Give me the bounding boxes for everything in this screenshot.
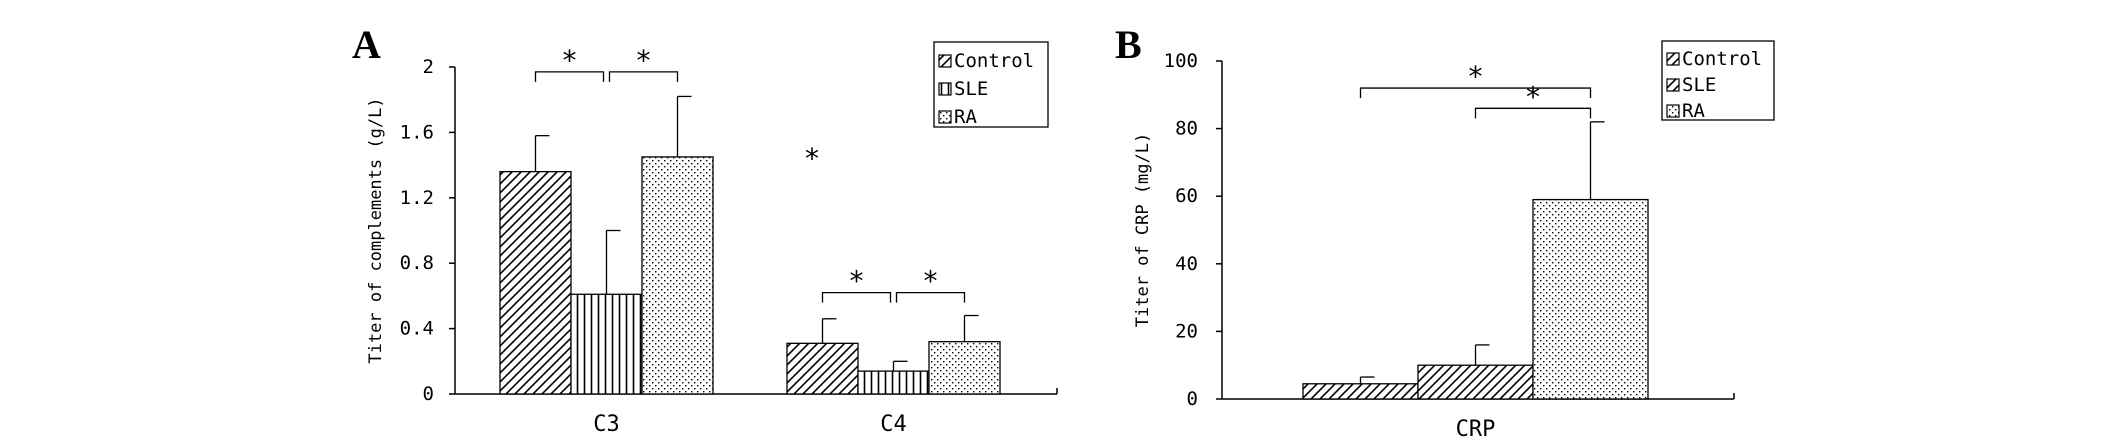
panel-a-bars [499, 156, 1001, 395]
panel-b-category-labels: CRP [1456, 417, 1496, 442]
b-legend-label-ra: RA [1682, 100, 1705, 122]
a-legend-label-ra: RA [954, 106, 977, 128]
panel-b-legend: Control SLE RA [1661, 40, 1775, 122]
a-significance-asterisk: * [563, 44, 577, 77]
a-bar-c3-ra [641, 156, 714, 395]
a-significance-asterisk: * [850, 265, 864, 298]
a-bar-c3-control [499, 170, 572, 395]
b-legend-swatch-ra [1666, 104, 1680, 118]
b-legend-swatch-sle [1666, 78, 1680, 92]
b-bar-crp-sle [1417, 364, 1534, 400]
a-category-label-c3: C3 [593, 412, 620, 437]
a-y-tick-label: 1.2 [400, 187, 434, 209]
panel-b-error-bars [1359, 121, 1605, 384]
a-legend-swatch-control [938, 54, 952, 68]
panel-a-y-ticks: 0 0.4 0.8 1.2 1.6 2 [400, 56, 455, 405]
b-y-tick-label: 20 [1175, 320, 1198, 342]
a-significance-asterisk: * [637, 44, 651, 77]
a-y-tick-label: 0.8 [400, 252, 434, 274]
panel-a-y-axis-label: Titer of complements (g/L) [366, 97, 386, 363]
a-legend-label-sle: SLE [954, 78, 988, 100]
b-legend-label-control: Control [1682, 48, 1762, 70]
panel-a-stray-asterisk: * [805, 142, 819, 175]
b-legend-label-sle: SLE [1682, 74, 1716, 96]
b-y-tick-label: 40 [1175, 253, 1198, 275]
panel-b-axes [1221, 61, 1735, 400]
a-bar-c4-control [786, 342, 859, 395]
a-legend-box [933, 41, 1049, 128]
panel-a-legend: Control SLE RA [933, 41, 1049, 128]
b-significance-bracket [1474, 107, 1592, 119]
b-y-tick-label: 80 [1175, 118, 1198, 140]
panel-b-y-ticks: 0 20 40 60 80 100 [1164, 50, 1222, 410]
b-y-tick-label: 0 [1187, 388, 1198, 410]
a-legend-swatch-sle [938, 82, 952, 96]
a-bar-c4-ra [928, 341, 1001, 395]
a-y-tick-label: 2 [423, 56, 434, 78]
b-bar-crp-ra [1532, 198, 1649, 400]
a-bar-c4-sle [857, 370, 930, 395]
a-y-tick-label: 0 [423, 383, 434, 405]
panel-b-bars [1302, 198, 1649, 400]
panel-b-significance: ** [1359, 60, 1592, 119]
a-category-label-c4: C4 [880, 412, 907, 437]
panel-b-letter: B [1115, 22, 1142, 67]
b-category-label-crp: CRP [1456, 417, 1496, 442]
panel-a-letter: A [352, 22, 381, 67]
b-legend-box [1661, 40, 1775, 121]
a-bar-c3-sle [570, 293, 643, 395]
a-significance-asterisk: * [924, 265, 938, 298]
panel-a-category-labels: C3 C4 [593, 412, 907, 437]
panel-a-significance: * * * * [534, 44, 966, 303]
a-legend-swatch-ra [938, 110, 952, 124]
b-y-tick-label: 60 [1175, 185, 1198, 207]
b-significance-bracket [1359, 87, 1592, 99]
a-legend-label-control: Control [954, 50, 1034, 72]
b-legend-swatch-control [1666, 52, 1680, 66]
a-significance-bracket [895, 291, 966, 303]
a-y-tick-label: 1.6 [400, 121, 434, 143]
b-y-tick-label: 100 [1164, 50, 1198, 72]
a-y-tick-label: 0.4 [400, 318, 434, 340]
panel-b-y-axis-label: Titer of CRP (mg/L) [1133, 133, 1153, 327]
b-significance-asterisk: * [1469, 60, 1483, 93]
b-bar-crp-control [1302, 383, 1419, 400]
a-significance-bracket [821, 291, 892, 303]
panel-a-error-bars [534, 95, 979, 372]
a-significance-bracket [534, 71, 605, 82]
panel-a-chart: A Titer of complements (g/L) 0 0.4 0.8 1.2 1… [352, 22, 1058, 437]
a-significance-bracket [608, 71, 679, 82]
b-significance-asterisk: * [1526, 80, 1540, 113]
